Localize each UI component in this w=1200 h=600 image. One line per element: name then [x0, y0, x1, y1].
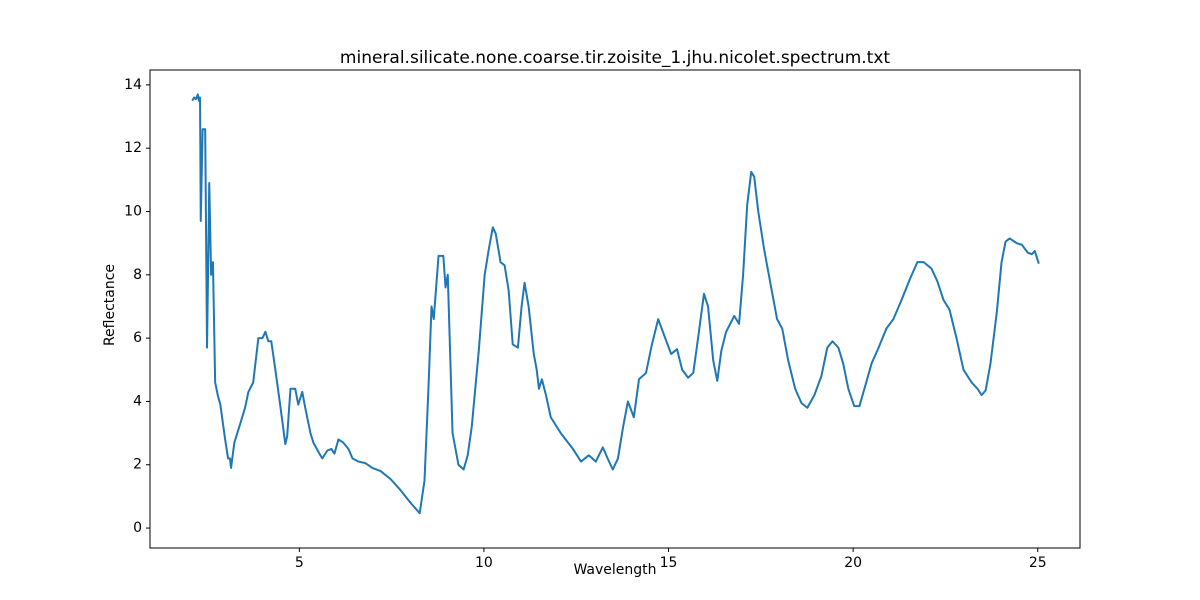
chart-title: mineral.silicate.none.coarse.tir.zoisite…	[340, 48, 890, 68]
x-tick-label: 25	[1029, 555, 1047, 571]
y-tick-label: 10	[124, 204, 142, 220]
x-axis-label: Wavelength	[573, 562, 656, 578]
y-tick-label: 6	[133, 330, 142, 346]
data-line	[191, 93, 1040, 515]
y-tick-label: 0	[133, 520, 142, 536]
x-tick-label: 20	[844, 555, 862, 571]
plot-frame	[149, 69, 1081, 549]
y-axis-label: Reflectance	[102, 264, 118, 346]
y-tick-label: 2	[133, 457, 142, 473]
x-tick-label: 15	[660, 555, 678, 571]
x-tick-label: 10	[475, 555, 493, 571]
x-tick-label: 5	[295, 555, 304, 571]
y-tick-label: 12	[124, 140, 142, 156]
y-tick-label: 8	[133, 267, 142, 283]
y-tick-label: 4	[133, 393, 142, 409]
y-tick-label: 14	[124, 77, 142, 93]
